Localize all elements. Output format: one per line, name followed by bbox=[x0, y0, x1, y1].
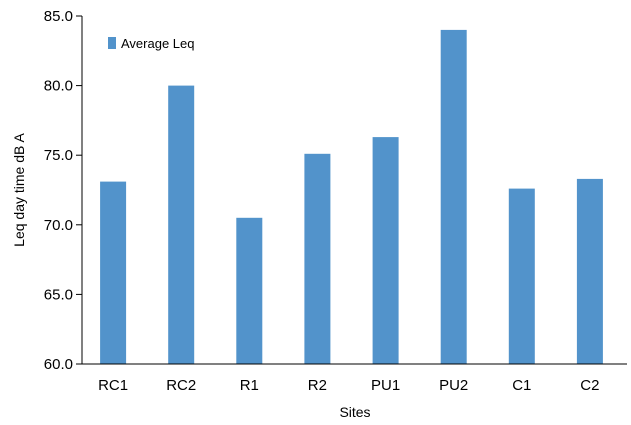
y-tick-label: 65.0 bbox=[44, 286, 73, 303]
legend-label: Average Leq bbox=[121, 36, 195, 51]
x-tick-label: C1 bbox=[512, 377, 531, 394]
x-ticks: RC1 RC2 R1 R2 PU1 PU2 C1 C2 bbox=[98, 377, 599, 394]
y-tick-label: 85.0 bbox=[44, 8, 73, 25]
x-tick-label: C2 bbox=[580, 377, 599, 394]
bar-c1 bbox=[508, 188, 535, 364]
y-tick-label: 60.0 bbox=[44, 356, 73, 373]
legend: Average Leq bbox=[108, 36, 195, 51]
legend-swatch bbox=[108, 37, 116, 49]
bar-c2 bbox=[576, 178, 603, 364]
bar-r1 bbox=[236, 217, 263, 364]
y-tick-label: 75.0 bbox=[44, 147, 73, 164]
y-tick-label: 80.0 bbox=[44, 78, 73, 95]
y-ticks: 60.0 65.0 70.0 75.0 80.0 85.0 bbox=[44, 8, 82, 373]
bars-group bbox=[100, 29, 603, 365]
x-axis-title: Sites bbox=[339, 404, 370, 420]
bar-rc1 bbox=[100, 181, 127, 364]
y-tick-label: 70.0 bbox=[44, 217, 73, 234]
bar-rc2 bbox=[168, 85, 195, 364]
x-tick-label: RC1 bbox=[98, 377, 128, 394]
x-tick-label: R2 bbox=[308, 377, 327, 394]
x-tick-label: PU1 bbox=[371, 377, 400, 394]
bar-pu1 bbox=[372, 137, 399, 364]
bar-pu2 bbox=[440, 29, 467, 365]
y-axis-title: Leq day time dB A bbox=[11, 133, 27, 247]
x-tick-label: RC2 bbox=[166, 377, 196, 394]
x-tick-label: R1 bbox=[240, 377, 259, 394]
bar-r2 bbox=[304, 153, 331, 364]
x-tick-label: PU2 bbox=[439, 377, 468, 394]
